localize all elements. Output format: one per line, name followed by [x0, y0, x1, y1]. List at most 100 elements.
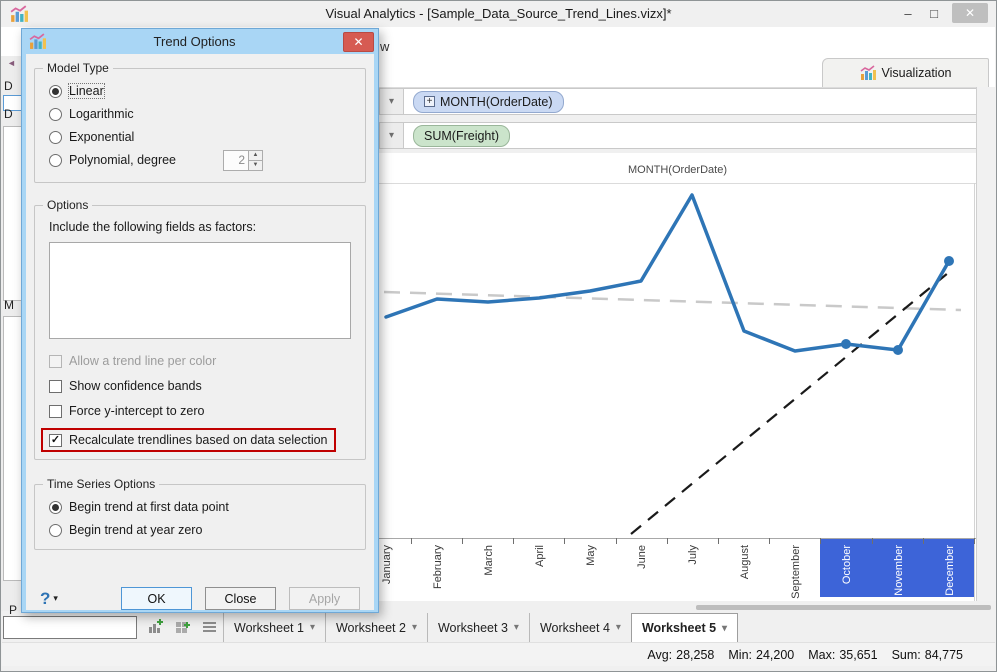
chevron-down-icon[interactable]: ▾ — [53, 593, 58, 603]
overall-trend-line[interactable] — [383, 290, 962, 312]
x-axis-label[interactable]: October — [841, 545, 853, 584]
pill-sum-freight[interactable]: SUM(Freight) — [413, 124, 511, 147]
x-axis-label[interactable]: June — [636, 545, 648, 569]
freight-line-series[interactable] — [384, 193, 951, 353]
columns-shelf-area[interactable]: + MONTH(OrderDate) — [404, 89, 985, 114]
new-worksheet-icon[interactable] — [147, 618, 164, 635]
factors-listbox[interactable] — [49, 242, 351, 339]
radio-icon[interactable] — [49, 153, 62, 167]
x-axis-label[interactable]: August — [739, 545, 751, 579]
chevron-down-icon[interactable]: ▾ — [722, 622, 728, 634]
radio-polynomial[interactable]: Polynomial, degree 2 ▲ ▼ — [49, 149, 365, 171]
x-axis-label[interactable]: April — [534, 545, 546, 567]
radio-logarithmic[interactable]: Logarithmic — [49, 106, 365, 122]
apply-button[interactable]: Apply — [289, 587, 360, 610]
trend-options-dialog: Trend Options ✕ Model Type Linear Logari… — [21, 28, 379, 613]
chevron-down-icon[interactable]: ▾ — [309, 622, 315, 633]
checkbox-icon[interactable] — [49, 379, 62, 393]
radio-label: Polynomial, degree — [69, 153, 177, 167]
tab-visualization-label: Visualization — [881, 66, 952, 80]
tab-worksheet-1[interactable]: Worksheet 1 ▾ — [223, 613, 325, 642]
radio-label: Begin trend at year zero — [69, 523, 203, 537]
radio-icon[interactable] — [49, 130, 62, 144]
data-point-dot[interactable] — [944, 256, 954, 266]
x-axis-label[interactable]: November — [893, 545, 905, 596]
radio-linear[interactable]: Linear — [49, 83, 365, 99]
shelf-dropdown[interactable]: ▾ — [380, 123, 404, 148]
chevron-down-icon: ▾ — [388, 96, 395, 107]
checkbox-confidence-bands[interactable]: Show confidence bands — [49, 378, 351, 394]
checkbox-force-y-intercept[interactable]: Force y-intercept to zero — [49, 403, 351, 419]
maximize-button[interactable]: □ — [930, 5, 938, 21]
ok-button[interactable]: OK — [121, 587, 192, 610]
x-axis-label[interactable]: September — [790, 545, 802, 599]
tab-visualization[interactable]: Visualization — [822, 58, 989, 87]
tab-worksheet-5-active[interactable]: Worksheet 5 ▾ — [630, 613, 739, 642]
radio-icon[interactable] — [49, 500, 62, 514]
data-point-dot[interactable] — [841, 339, 851, 349]
x-axis-label[interactable]: February — [432, 545, 444, 590]
checkbox-icon-checked[interactable]: ✓ — [49, 433, 62, 447]
dialog-titlebar[interactable]: Trend Options ✕ — [26, 29, 374, 54]
dialog-icon — [29, 33, 46, 49]
x-axis-label[interactable]: March — [483, 545, 495, 576]
horizontal-scrollbar[interactable] — [696, 605, 991, 610]
vertical-scroll-area[interactable] — [976, 87, 996, 601]
spinner-up-icon[interactable]: ▲ — [249, 150, 263, 161]
visualization-icon — [860, 65, 876, 80]
measures-list-clipped[interactable] — [3, 316, 22, 581]
selection-trend-line[interactable] — [630, 272, 949, 535]
radio-begin-year-zero[interactable]: Begin trend at year zero — [49, 522, 365, 538]
minimize-button[interactable]: – — [904, 5, 912, 21]
checkbox-label: Force y-intercept to zero — [69, 404, 205, 418]
radio-icon[interactable] — [49, 84, 62, 98]
chevron-down-icon[interactable]: ▾ — [513, 622, 519, 633]
sheet-list-icon[interactable] — [201, 618, 218, 635]
stat-min: Min: 24,200 — [728, 647, 795, 662]
group-legend: Time Series Options — [43, 477, 160, 491]
recalculate-highlight-annotation: ✓ Recalculate trendlines based on data s… — [41, 428, 336, 452]
collapse-panel-icon[interactable]: ◄ — [7, 58, 16, 68]
dimensions-list-clipped[interactable] — [3, 126, 22, 301]
menu-item-clipped[interactable]: w — [380, 39, 390, 54]
line-chart[interactable]: January February March April May June July Augu… — [379, 183, 976, 601]
x-axis-label[interactable]: January — [381, 545, 393, 585]
spinner-down-icon[interactable]: ▼ — [249, 160, 263, 170]
chevron-down-icon[interactable]: ▾ — [411, 622, 417, 633]
window-titlebar: Visual Analytics - [Sample_Data_Source_T… — [1, 1, 996, 27]
factors-label: Include the following fields as factors: — [49, 220, 257, 234]
tab-worksheet-2[interactable]: Worksheet 2 ▾ — [324, 613, 427, 642]
tab-worksheet-3[interactable]: Worksheet 3 ▾ — [426, 613, 529, 642]
sheet-search-input[interactable] — [3, 616, 137, 639]
close-dialog-button[interactable]: Close — [205, 587, 276, 610]
options-group: Options Include the following fields as … — [34, 198, 366, 460]
help-button[interactable]: ? — [40, 588, 51, 608]
pill-month-orderdate[interactable]: + MONTH(OrderDate) — [413, 90, 564, 113]
x-axis-label[interactable]: May — [585, 545, 597, 566]
dialog-close-button[interactable]: ✕ — [343, 31, 374, 52]
data-point-dot[interactable] — [893, 345, 903, 355]
expand-icon[interactable]: + — [424, 96, 435, 107]
dialog-title: Trend Options — [153, 34, 236, 49]
checkbox-icon[interactable] — [49, 404, 62, 418]
selected-months-highlight[interactable] — [820, 538, 974, 597]
app-logo-icon — [10, 5, 28, 22]
radio-exponential[interactable]: Exponential — [49, 129, 365, 145]
x-axis-label[interactable]: July — [687, 545, 699, 565]
pill-label: SUM(Freight) — [424, 128, 500, 143]
rows-shelf-area[interactable]: SUM(Freight) — [404, 123, 985, 148]
radio-icon[interactable] — [49, 523, 62, 537]
new-dashboard-icon[interactable] — [174, 618, 191, 635]
pages-label-clipped: P — [9, 603, 18, 617]
tab-label: Worksheet 4 — [539, 620, 610, 635]
chevron-down-icon[interactable]: ▾ — [615, 622, 621, 633]
x-axis-label[interactable]: December — [944, 545, 956, 596]
rows-shelf: ▾ SUM(Freight) — [379, 122, 986, 149]
chart-title: MONTH(OrderDate) — [627, 164, 727, 176]
degree-spinner[interactable]: 2 ▲ ▼ — [223, 149, 264, 171]
shelf-dropdown[interactable]: ▾ — [380, 89, 404, 114]
close-button[interactable]: ✕ — [952, 3, 988, 23]
radio-icon[interactable] — [49, 107, 62, 121]
tab-worksheet-4[interactable]: Worksheet 4 ▾ — [528, 613, 631, 642]
radio-begin-first-data-point[interactable]: Begin trend at first data point — [49, 499, 365, 515]
